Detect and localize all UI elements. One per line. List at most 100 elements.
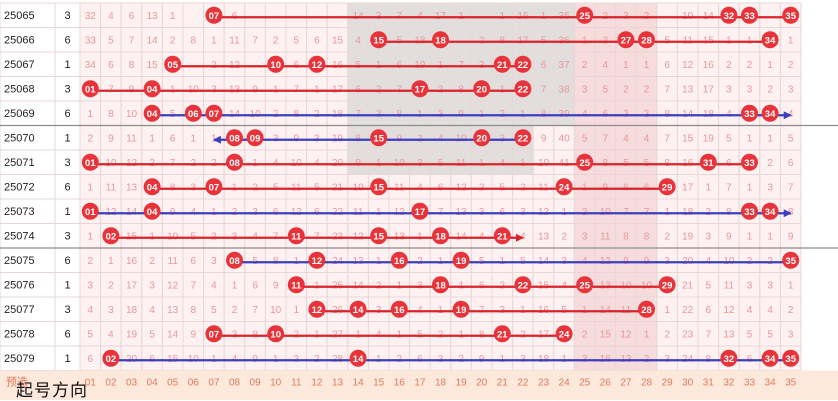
drawn-ball (370, 178, 388, 196)
miss-count: 16 (703, 60, 715, 71)
count-cell (54, 272, 81, 298)
ball-number: 24 (559, 329, 570, 340)
grid-cell (244, 51, 266, 77)
ball-number: 29 (662, 182, 673, 193)
ball-number: 21 (497, 329, 508, 340)
drawn-ball (370, 129, 388, 147)
drawn-ball (205, 104, 223, 122)
miss-count: 8 (191, 305, 197, 316)
ball-number: 08 (229, 256, 240, 267)
issue-cell (0, 27, 56, 53)
miss-count: 33 (85, 36, 97, 47)
drawn-ball (720, 349, 738, 367)
miss-count: 1 (767, 232, 773, 243)
drawn-ball (576, 153, 594, 171)
drawn-ball (349, 349, 367, 367)
footer-column-number: 28 (641, 378, 653, 389)
miss-count: 11 (168, 256, 179, 267)
miss-count: 2 (88, 134, 94, 145)
ball-number: 27 (621, 35, 632, 46)
ball-number: 22 (518, 84, 529, 95)
miss-count: 7 (252, 305, 258, 316)
ball-number: 06 (188, 109, 199, 120)
drawn-ball (514, 129, 532, 147)
grid-cell (285, 2, 308, 28)
ball-number: 34 (765, 109, 776, 120)
miss-count: 6 (541, 60, 547, 71)
miss-count: 15 (332, 36, 344, 47)
drawn-ball (452, 251, 470, 269)
issue-number: 25069 (4, 108, 35, 120)
miss-count: 15 (147, 60, 159, 71)
ball-number: 24 (559, 182, 570, 193)
drawn-ball (81, 153, 99, 171)
ball-number: 14 (353, 354, 364, 365)
ball-number: 21 (497, 60, 508, 71)
miss-count: 1 (88, 232, 94, 243)
ball-number: 35 (785, 354, 796, 365)
drawn-ball (741, 104, 758, 122)
ball-number: 01 (85, 84, 96, 95)
miss-count: 1 (191, 134, 197, 145)
footer-column-number: 11 (291, 378, 302, 389)
miss-count: 3 (108, 305, 114, 316)
miss-count: 3 (726, 85, 732, 96)
miss-count: 4 (747, 305, 753, 316)
drawn-ball (432, 276, 449, 294)
miss-count: 2 (664, 330, 670, 341)
ball-number: 35 (785, 11, 796, 22)
miss-count: 1 (623, 60, 629, 71)
miss-count: 8 (623, 232, 629, 243)
drawn-ball (761, 31, 779, 49)
miss-count: 9 (108, 134, 114, 145)
ball-number: 28 (641, 35, 652, 46)
miss-count: 7 (664, 134, 670, 145)
drawn-ball (452, 300, 470, 318)
repeat-count: 1 (64, 280, 70, 292)
miss-count: 13 (723, 330, 735, 341)
miss-count: 12 (167, 281, 179, 292)
miss-count: 2 (623, 85, 629, 96)
ball-number: 19 (456, 305, 467, 316)
footer-column-number: 04 (147, 378, 159, 389)
miss-count: 5 (88, 330, 94, 341)
miss-count: 6 (664, 60, 670, 71)
footer-column-number: 23 (538, 378, 550, 389)
ball-number: 20 (476, 84, 487, 95)
footer-column-number: 20 (476, 378, 488, 389)
issue-number: 25072 (4, 182, 35, 194)
miss-count: 8 (191, 36, 197, 47)
footer-row (0, 370, 838, 400)
repeat-count: 1 (64, 353, 70, 365)
miss-count: 12 (620, 330, 632, 341)
miss-count: 2 (644, 85, 650, 96)
drawn-ball (617, 31, 635, 49)
footer-column-number: 14 (353, 378, 365, 389)
ball-number: 32 (724, 354, 735, 365)
miss-count: 22 (682, 305, 694, 316)
footer-column-number: 24 (559, 378, 571, 389)
issue-cell (0, 100, 56, 126)
ball-number: 18 (435, 231, 446, 242)
miss-count: 5 (788, 134, 794, 145)
drawn-ball (308, 300, 326, 318)
ball-number: 33 (744, 109, 755, 120)
footer-column-number: 19 (456, 378, 468, 389)
repeat-count: 6 (64, 329, 70, 341)
ball-number: 32 (724, 11, 735, 22)
issue-number: 25079 (4, 353, 35, 365)
miss-count: 6 (314, 36, 320, 47)
miss-count: 13 (147, 11, 159, 22)
drawn-ball (720, 6, 738, 24)
ball-number: 31 (703, 158, 714, 169)
miss-count: 1 (767, 60, 773, 71)
grid-cell (656, 2, 678, 28)
miss-count: 1 (644, 60, 650, 71)
repeat-count: 3 (64, 231, 70, 243)
ball-number: 33 (744, 207, 755, 218)
miss-count: 5 (726, 134, 732, 145)
ball-number: 33 (744, 158, 755, 169)
miss-count: 16 (126, 256, 138, 267)
miss-count: 13 (126, 183, 138, 194)
